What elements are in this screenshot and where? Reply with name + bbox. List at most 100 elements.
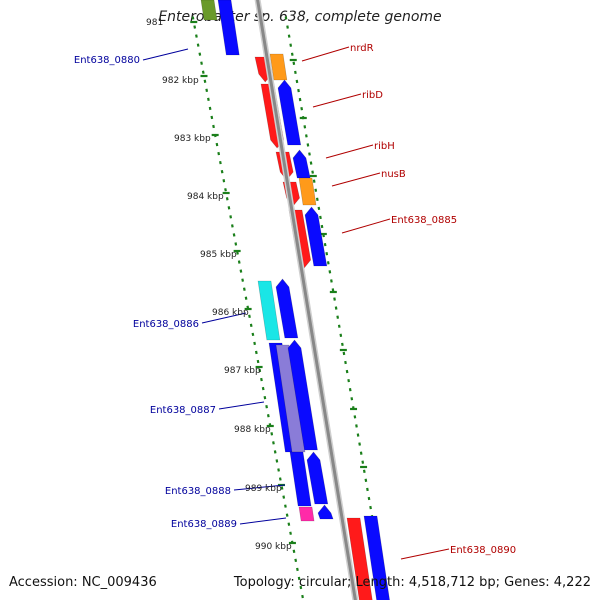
minor-tick xyxy=(253,341,256,346)
minor-tick xyxy=(284,16,288,20)
genome-summary-text: Topology: circular; Length: 4,518,712 bp… xyxy=(233,575,591,590)
gene-block-reverse xyxy=(289,451,312,507)
minor-tick xyxy=(347,378,350,383)
leader-line xyxy=(331,172,381,187)
minor-tick xyxy=(312,179,316,183)
minor-tick xyxy=(249,323,253,328)
minor-tick xyxy=(344,360,347,365)
minor-tick xyxy=(217,151,221,156)
minor-tick xyxy=(328,270,332,274)
minor-tick xyxy=(341,342,344,347)
minor-tick xyxy=(323,242,327,247)
minor-tick xyxy=(325,252,329,256)
minor-tick xyxy=(296,567,299,572)
minor-tick xyxy=(212,124,215,129)
gene-label-reverse: Ent638_0887 xyxy=(150,405,216,416)
minor-tick xyxy=(301,594,304,599)
minor-tick xyxy=(311,170,314,174)
minor-tick xyxy=(273,450,277,454)
gene-label-reverse: Ent638_0888 xyxy=(165,486,231,497)
minor-tick xyxy=(282,495,286,499)
minor-tick xyxy=(241,278,245,282)
gene-block-reverse xyxy=(292,149,311,179)
gene-block-magenta xyxy=(298,506,315,522)
gene-block-olive xyxy=(200,0,218,21)
minor-tick xyxy=(260,377,263,382)
minor-tick xyxy=(292,549,296,554)
gene-label-forward: Ent638_0885 xyxy=(391,215,457,226)
minor-tick xyxy=(244,296,248,300)
leader-line xyxy=(400,548,450,560)
minor-tick xyxy=(366,487,369,492)
minor-tick xyxy=(278,477,282,481)
minor-tick xyxy=(287,522,291,526)
minor-tick xyxy=(367,496,371,501)
minor-tick xyxy=(205,88,209,92)
minor-tick xyxy=(359,451,363,455)
gene-block-reverse xyxy=(287,339,318,451)
minor-tick xyxy=(298,97,302,102)
minor-tick xyxy=(234,242,238,246)
leader-line xyxy=(201,312,247,324)
gene-block-reverse xyxy=(217,0,240,56)
minor-tick xyxy=(263,395,267,400)
gene-block-reverse xyxy=(363,515,390,600)
minor-tick xyxy=(270,432,274,436)
minor-tick xyxy=(350,397,354,401)
minor-tick xyxy=(358,442,361,446)
gene-block-orange xyxy=(298,177,317,206)
minor-tick xyxy=(193,25,197,29)
tick-label: 988 kbp xyxy=(234,425,271,435)
minor-tick xyxy=(215,142,219,147)
leader-line xyxy=(142,48,189,61)
gene-label-forward: nrdR xyxy=(350,43,374,54)
minor-tick xyxy=(315,197,319,201)
minor-tick xyxy=(362,469,366,473)
minor-tick xyxy=(337,324,341,328)
minor-tick xyxy=(227,206,231,210)
minor-tick xyxy=(286,25,289,29)
tick-label: 987 kbp xyxy=(224,366,261,376)
gene-label-forward: ribH xyxy=(374,141,395,152)
gene-block-forward xyxy=(346,517,373,600)
minor-tick xyxy=(355,424,358,428)
tick-label: 985 kbp xyxy=(200,250,237,260)
minor-tick xyxy=(265,405,268,409)
minor-tick xyxy=(198,52,202,56)
minor-tick xyxy=(300,106,304,111)
minor-tick xyxy=(320,224,324,229)
minor-tick xyxy=(319,215,322,220)
minor-tick xyxy=(272,441,275,445)
minor-tick xyxy=(200,61,203,65)
minor-tick xyxy=(207,97,210,102)
minor-tick xyxy=(261,386,265,391)
minor-tick xyxy=(275,459,279,463)
minor-tick xyxy=(266,414,270,418)
minor-tick xyxy=(326,261,330,265)
tick-label: 983 kbp xyxy=(174,134,211,144)
minor-tick xyxy=(356,433,360,437)
minor-tick xyxy=(294,558,298,563)
minor-tick xyxy=(237,260,241,264)
tick-label: 989 kbp xyxy=(245,484,282,494)
minor-tick xyxy=(208,106,212,111)
minor-tick xyxy=(330,279,333,283)
minor-tick xyxy=(201,70,205,74)
minor-tick xyxy=(295,79,299,84)
minor-tick xyxy=(196,43,200,47)
minor-tick xyxy=(342,351,346,356)
tick-label: 984 kbp xyxy=(187,192,224,202)
gene-label-forward: nusB xyxy=(381,169,406,180)
minor-tick xyxy=(299,585,303,590)
leader-line xyxy=(325,144,374,159)
minor-tick xyxy=(232,233,236,237)
minor-tick xyxy=(303,125,307,129)
minor-tick xyxy=(294,70,297,75)
gene-block-cyan xyxy=(257,280,281,341)
minor-tick xyxy=(277,468,280,472)
minor-tick xyxy=(225,197,229,201)
gene-block-reverse xyxy=(277,79,302,146)
backbone-line xyxy=(256,0,357,600)
